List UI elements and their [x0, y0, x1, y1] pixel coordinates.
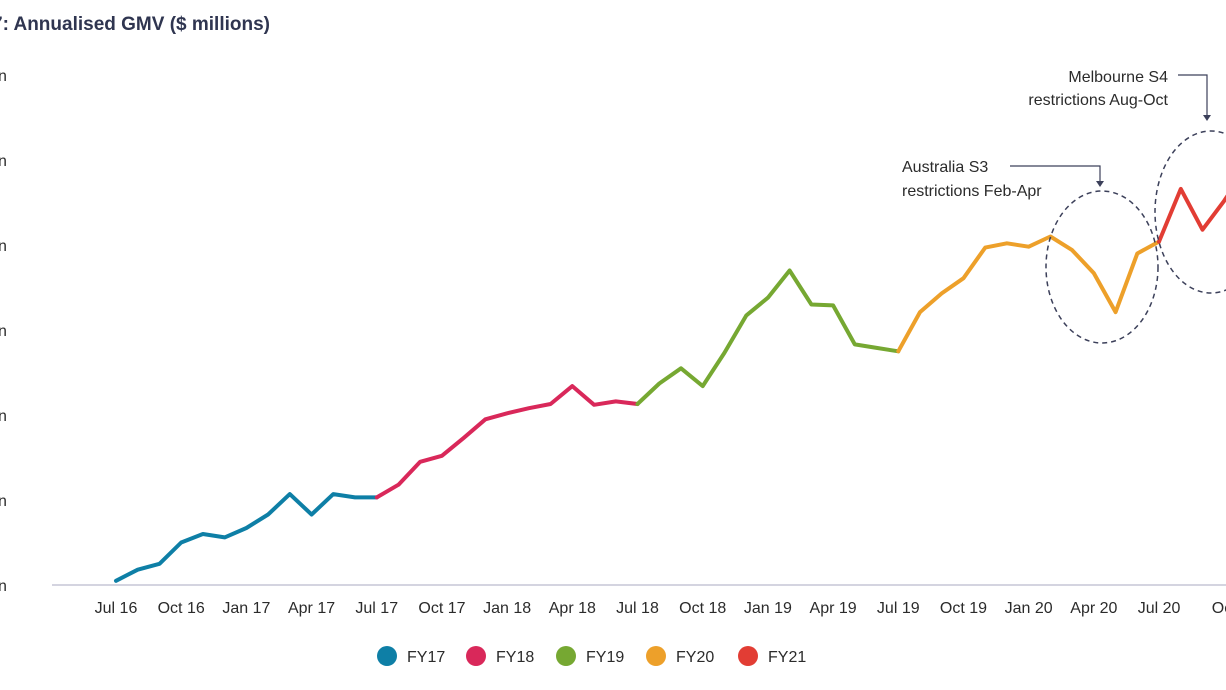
- annotation-melbourne: Melbourne S4 restrictions Aug-Oct: [1028, 69, 1226, 294]
- x-tick-label: Jan 17: [222, 600, 270, 617]
- legend-label-fy19: FY19: [586, 649, 624, 666]
- y-tick-label: n: [0, 68, 7, 85]
- series-line-fy20: [896, 234, 1161, 354]
- x-tick-label: Apr 18: [549, 600, 596, 617]
- annotation-australia-arrowhead: [1096, 181, 1104, 187]
- annotation-australia-connector: [1010, 165, 1101, 182]
- x-tick-label: Jul 16: [95, 600, 138, 617]
- annotation-australia-line1: Australia S3: [902, 159, 988, 176]
- chart-title: 7: Annualised GMV ($ millions): [0, 14, 270, 35]
- y-tick-label: n: [0, 493, 7, 510]
- series-line-fy18: [374, 384, 640, 500]
- y-tick-labels: n n n n n n n: [0, 68, 7, 595]
- x-tick-label: Jul 20: [1138, 600, 1181, 617]
- series-line-fy19: [635, 268, 901, 406]
- y-tick-label: n: [0, 323, 7, 340]
- y-tick-label: n: [0, 153, 7, 170]
- legend-marker-fy21: [738, 646, 758, 666]
- x-tick-label: Oct 16: [158, 600, 205, 617]
- legend: FY17 FY18 FY19 FY20 FY21: [377, 646, 806, 666]
- annotation-melbourne-ellipse: [1154, 130, 1226, 294]
- x-tick-label: Oct 18: [679, 600, 726, 617]
- y-tick-label: n: [0, 578, 7, 595]
- x-tick-label: Apr 17: [288, 600, 335, 617]
- legend-marker-fy18: [466, 646, 486, 666]
- legend-marker-fy20: [646, 646, 666, 666]
- x-tick-label: Jan 19: [744, 600, 792, 617]
- series-line-fy17: [114, 492, 379, 583]
- y-tick-label: n: [0, 408, 7, 425]
- legend-label-fy20: FY20: [676, 649, 714, 666]
- annotation-australia: Australia S3 restrictions Feb-Apr: [902, 159, 1159, 344]
- annotation-melbourne-arrowhead: [1203, 115, 1211, 121]
- annotation-australia-line2: restrictions Feb-Apr: [902, 183, 1042, 200]
- x-tick-label: Oct: [1212, 600, 1226, 617]
- annotation-australia-ellipse: [1045, 190, 1159, 344]
- legend-label-fy18: FY18: [496, 649, 534, 666]
- annotation-melbourne-connector: [1178, 74, 1208, 116]
- x-tick-label: Oct 17: [418, 600, 465, 617]
- x-tick-label: Apr 20: [1070, 600, 1117, 617]
- legend-label-fy17: FY17: [407, 649, 445, 666]
- annotation-melbourne-line2: restrictions Aug-Oct: [1028, 92, 1168, 109]
- x-tick-label: Jan 20: [1005, 600, 1053, 617]
- annotation-melbourne-line1: Melbourne S4: [1068, 69, 1168, 86]
- series-line-fy21: [1157, 186, 1226, 244]
- legend-marker-fy19: [556, 646, 576, 666]
- x-tick-labels: Jul 16 Oct 16 Jan 17 Apr 17 Jul 17 Oct 17 Jan …: [95, 600, 1226, 617]
- x-tick-label: Jul 17: [355, 600, 398, 617]
- x-tick-label: Jan 18: [483, 600, 531, 617]
- y-tick-label: n: [0, 238, 7, 255]
- legend-marker-fy17: [377, 646, 397, 666]
- legend-label-fy21: FY21: [768, 649, 806, 666]
- x-tick-label: Oct 19: [940, 600, 987, 617]
- x-tick-label: Apr 19: [810, 600, 857, 617]
- series-lines: [114, 186, 1226, 583]
- x-tick-label: Jul 18: [616, 600, 659, 617]
- x-tick-label: Jul 19: [877, 600, 920, 617]
